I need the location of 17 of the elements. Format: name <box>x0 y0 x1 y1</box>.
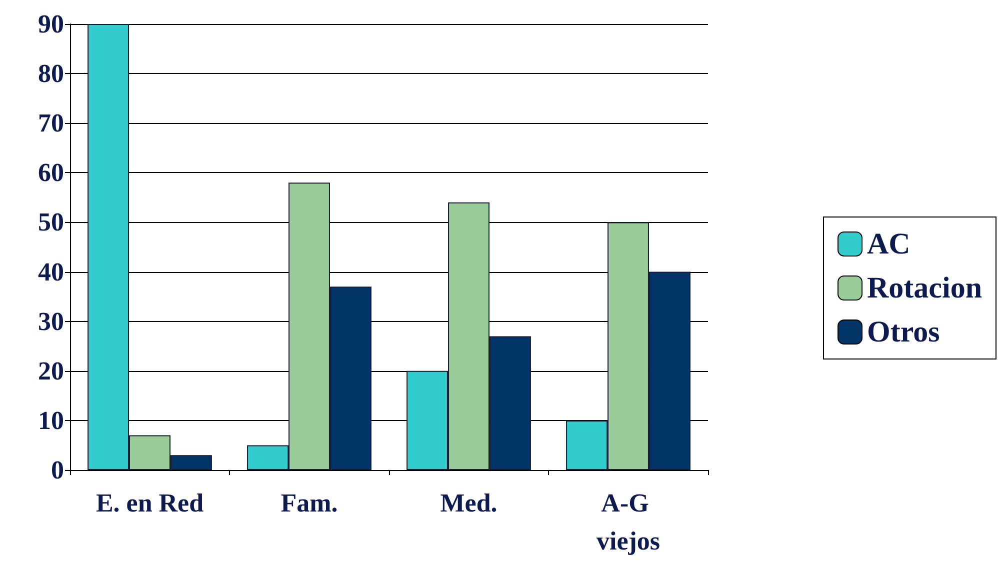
y-tick-label: 70 <box>38 108 64 138</box>
legend-label: Otros <box>867 316 940 348</box>
legend-label: AC <box>867 228 910 260</box>
y-tick-label: 80 <box>38 59 64 88</box>
legend-label: Rotacion <box>867 272 982 304</box>
y-tick-label: 90 <box>38 10 64 38</box>
y-tick-label: 0 <box>51 456 64 484</box>
x-tick-label: Med. <box>440 488 498 518</box>
y-tick-label: 20 <box>38 356 64 386</box>
y-tick-label: 10 <box>38 406 64 435</box>
x-tick-label: E. en Red <box>96 488 204 518</box>
y-tick-label: 60 <box>38 158 64 188</box>
y-tick-label: 40 <box>38 257 64 286</box>
y-tick-label: 30 <box>38 306 64 336</box>
y-tick-label: 50 <box>38 208 64 237</box>
x-tick-label: A-G viejos <box>596 488 660 556</box>
x-tick-label: Fam. <box>280 488 338 518</box>
